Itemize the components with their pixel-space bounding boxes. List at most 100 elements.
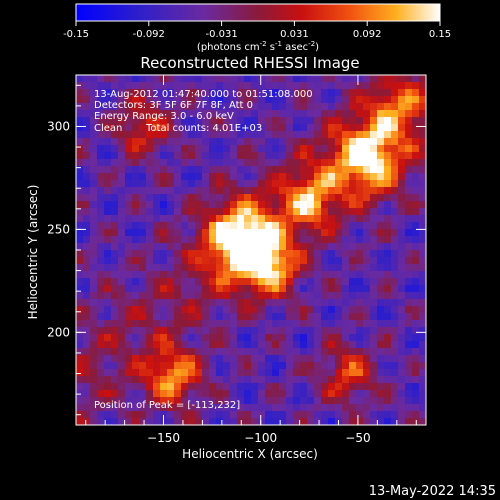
heatmap-cell: [153, 82, 161, 90]
heatmap-cell: [391, 418, 399, 425]
heatmap-cell: [384, 152, 392, 160]
heatmap-cell: [363, 215, 371, 223]
heatmap-cell: [405, 397, 413, 405]
heatmap-cell: [286, 278, 294, 286]
heatmap-cell: [167, 75, 175, 83]
heatmap-cell: [370, 96, 378, 104]
heatmap-cell: [104, 82, 112, 90]
heatmap-cell: [384, 138, 392, 146]
heatmap-cell: [342, 110, 350, 118]
heatmap-cell: [272, 376, 280, 384]
heatmap-cell: [188, 271, 196, 279]
heatmap-cell: [279, 376, 287, 384]
heatmap-cell: [174, 313, 182, 321]
heatmap-cell: [335, 208, 343, 216]
heatmap-cell: [286, 264, 294, 272]
heatmap-cell: [321, 173, 329, 181]
x-tick-label: −50: [345, 431, 370, 445]
heatmap-cell: [216, 257, 224, 265]
heatmap-cell: [349, 201, 357, 209]
heatmap-cell: [195, 292, 203, 300]
heatmap-cell: [377, 208, 385, 216]
heatmap-cell: [286, 110, 294, 118]
heatmap-cell: [181, 145, 189, 153]
heatmap-cell: [83, 243, 91, 251]
heatmap-cell: [209, 243, 217, 251]
heatmap-cell: [83, 215, 91, 223]
heatmap-cell: [251, 222, 259, 230]
heatmap-cell: [160, 285, 168, 293]
heatmap-cell: [342, 152, 350, 160]
heatmap-cell: [104, 341, 112, 349]
heatmap-cell: [419, 82, 426, 90]
heatmap-cell: [139, 362, 147, 370]
heatmap-cell: [83, 82, 91, 90]
heatmap-cell: [90, 271, 98, 279]
heatmap-cell: [139, 334, 147, 342]
heatmap-cell: [195, 397, 203, 405]
heatmap-cell: [216, 362, 224, 370]
heatmap-cell: [314, 355, 322, 363]
heatmap-cell: [314, 369, 322, 377]
heatmap-cell: [195, 103, 203, 111]
heatmap-cell: [118, 75, 126, 83]
heatmap-cell: [237, 180, 245, 188]
heatmap-cell: [335, 145, 343, 153]
heatmap-cell: [377, 411, 385, 419]
heatmap-cell: [258, 117, 266, 125]
heatmap-cell: [293, 180, 301, 188]
heatmap-cell: [216, 152, 224, 160]
heatmap-cell: [146, 201, 154, 209]
heatmap-cell: [167, 89, 175, 97]
heatmap-cell: [146, 215, 154, 223]
heatmap-cell: [83, 397, 91, 405]
heatmap-cell: [349, 124, 357, 132]
heatmap-cell: [398, 257, 406, 265]
heatmap-cell: [384, 376, 392, 384]
heatmap-cell: [300, 376, 308, 384]
heatmap-cell: [216, 355, 224, 363]
heatmap-cell: [118, 369, 126, 377]
heatmap-cell: [216, 145, 224, 153]
heatmap-cell: [258, 299, 266, 307]
heatmap-cell: [174, 355, 182, 363]
heatmap-cell: [293, 208, 301, 216]
heatmap-cell: [265, 390, 273, 398]
heatmap-cell: [139, 348, 147, 356]
colorbar-tick-label: -0.15: [63, 29, 89, 40]
heatmap-cell: [307, 327, 315, 335]
heatmap-cell: [272, 152, 280, 160]
heatmap-cell: [153, 397, 161, 405]
heatmap-cell: [223, 257, 231, 265]
heatmap-cell: [335, 229, 343, 237]
heatmap-cell: [83, 138, 91, 146]
heatmap-cell: [300, 285, 308, 293]
heatmap-cell: [97, 313, 105, 321]
heatmap-cell: [342, 103, 350, 111]
heatmap-cell: [398, 89, 406, 97]
heatmap-cell: [216, 82, 224, 90]
heatmap-cell: [195, 334, 203, 342]
heatmap-cell: [209, 264, 217, 272]
heatmap-cell: [265, 117, 273, 125]
heatmap-cell: [342, 376, 350, 384]
heatmap-cell: [384, 89, 392, 97]
heatmap-cell: [97, 292, 105, 300]
heatmap-cell: [111, 96, 119, 104]
heatmap-cell: [293, 292, 301, 300]
heatmap-cell: [167, 369, 175, 377]
heatmap-cell: [265, 166, 273, 174]
heatmap-cell: [321, 418, 329, 425]
heatmap-cell: [328, 397, 336, 405]
heatmap-cell: [111, 152, 119, 160]
heatmap-cell: [118, 96, 126, 104]
heatmap-cell: [223, 145, 231, 153]
heatmap-cell: [188, 292, 196, 300]
heatmap-cell: [265, 418, 273, 425]
heatmap-cell: [195, 243, 203, 251]
heatmap-cell: [321, 229, 329, 237]
heatmap-cell: [405, 334, 413, 342]
heatmap-cell: [335, 131, 343, 139]
heatmap-cell: [272, 75, 280, 83]
heatmap-cell: [118, 243, 126, 251]
